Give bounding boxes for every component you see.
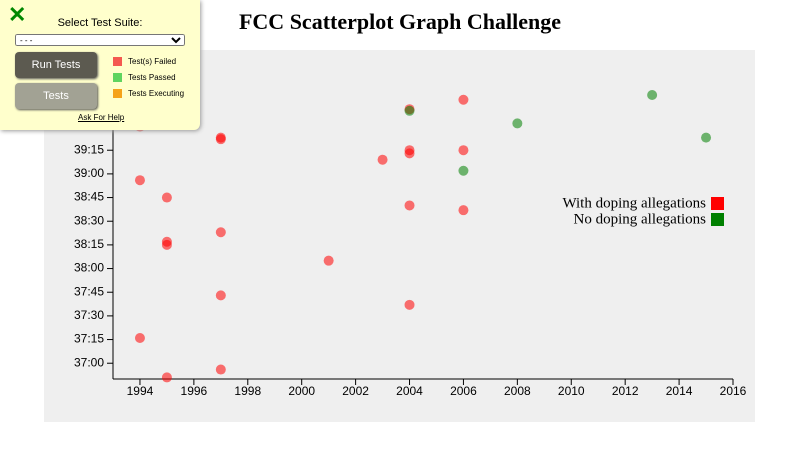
y-tick-label: 38:30 (74, 213, 104, 227)
y-tick-label: 38:00 (74, 261, 104, 275)
point (161, 192, 172, 203)
x-tick-label: 2006 (450, 384, 477, 398)
legend-text: Tests Executing (128, 89, 185, 98)
point (404, 299, 415, 310)
x-tick-label: 2016 (720, 384, 747, 398)
point (404, 148, 415, 159)
point (458, 94, 469, 105)
legend-text: No doping allegations (574, 211, 707, 227)
x-tick-label: 1994 (127, 384, 154, 398)
help-link[interactable]: Ask For Help (78, 113, 125, 122)
x-tick-label: 2000 (288, 384, 315, 398)
y-tick-label: 39:00 (74, 166, 104, 180)
point (404, 200, 415, 211)
x-tick-label: 1998 (234, 384, 261, 398)
point (458, 205, 469, 216)
legend-item: Test(s) Failed (113, 57, 177, 67)
y-tick-label: 37:30 (74, 308, 104, 322)
legend-text: Test(s) Failed (128, 57, 177, 66)
point (404, 105, 415, 116)
select-label: Select Test Suite: (57, 17, 143, 29)
point (701, 132, 712, 143)
x-tick-label: 1996 (181, 384, 208, 398)
legend-item: Tests Executing (113, 89, 185, 99)
point (215, 364, 226, 375)
y-tick-label: 38:45 (74, 190, 104, 204)
x-tick-label: 2012 (612, 384, 639, 398)
y-tick-label: 39:15 (74, 142, 104, 156)
point (134, 175, 145, 186)
tests-button[interactable]: Tests (15, 83, 97, 109)
point (161, 239, 172, 250)
y-tick-label: 37:15 (74, 332, 104, 346)
point (458, 145, 469, 156)
y-tick-label: 38:15 (74, 237, 104, 251)
x-tick-label: 2004 (396, 384, 423, 398)
point (512, 118, 523, 129)
x-tick-label: 2014 (666, 384, 693, 398)
point (215, 290, 226, 301)
point (458, 165, 469, 176)
legend-text: Tests Passed (128, 73, 176, 82)
y-tick-label: 37:00 (74, 355, 104, 369)
x-tick-label: 2008 (504, 384, 531, 398)
point (377, 154, 388, 165)
point (323, 255, 334, 266)
legend-swatch (711, 197, 724, 210)
legend-item: Tests Passed (113, 73, 176, 83)
close-icon[interactable]: ✕ (8, 2, 27, 27)
x-tick-label: 2010 (558, 384, 585, 398)
suite-select[interactable]: - - - (15, 34, 185, 46)
point (647, 90, 658, 100)
chart-title: FCC Scatterplot Graph Challenge (239, 9, 561, 34)
point (215, 227, 226, 238)
x-tick-label: 2002 (342, 384, 369, 398)
point (215, 134, 226, 145)
test-panel: ✕ Select Test Suite: - - - Run Tests Tes… (0, 0, 200, 130)
legend-text: With doping allegations (562, 195, 706, 211)
legend-swatch (711, 213, 724, 226)
point (161, 372, 172, 383)
y-tick-label: 37:45 (74, 284, 104, 298)
run-button[interactable]: Run Tests (15, 52, 97, 78)
point (134, 332, 145, 343)
